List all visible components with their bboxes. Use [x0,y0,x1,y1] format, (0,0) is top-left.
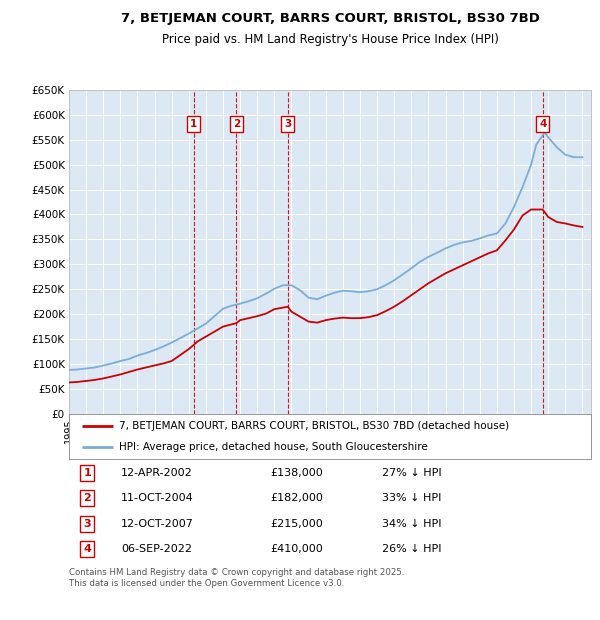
Text: 12-APR-2002: 12-APR-2002 [121,468,193,478]
Text: 26% ↓ HPI: 26% ↓ HPI [382,544,442,554]
Text: 12-OCT-2007: 12-OCT-2007 [121,518,194,529]
Text: 33% ↓ HPI: 33% ↓ HPI [382,494,442,503]
Text: Contains HM Land Registry data © Crown copyright and database right 2025.
This d: Contains HM Land Registry data © Crown c… [69,569,404,588]
Text: 4: 4 [539,119,547,129]
Text: £138,000: £138,000 [270,468,323,478]
Text: 7, BETJEMAN COURT, BARRS COURT, BRISTOL, BS30 7BD: 7, BETJEMAN COURT, BARRS COURT, BRISTOL,… [121,12,539,25]
Text: 27% ↓ HPI: 27% ↓ HPI [382,468,442,478]
Text: 3: 3 [284,119,292,129]
Text: 1: 1 [190,119,197,129]
Text: 1: 1 [83,468,91,478]
Text: £215,000: £215,000 [270,518,323,529]
Text: 34% ↓ HPI: 34% ↓ HPI [382,518,442,529]
Text: 2: 2 [233,119,240,129]
Text: £182,000: £182,000 [270,494,323,503]
Text: 4: 4 [83,544,91,554]
Text: 11-OCT-2004: 11-OCT-2004 [121,494,194,503]
Text: £410,000: £410,000 [270,544,323,554]
Text: 2: 2 [83,494,91,503]
Text: Price paid vs. HM Land Registry's House Price Index (HPI): Price paid vs. HM Land Registry's House … [161,33,499,46]
Text: HPI: Average price, detached house, South Gloucestershire: HPI: Average price, detached house, Sout… [119,441,427,452]
Text: 7, BETJEMAN COURT, BARRS COURT, BRISTOL, BS30 7BD (detached house): 7, BETJEMAN COURT, BARRS COURT, BRISTOL,… [119,421,509,431]
Text: 06-SEP-2022: 06-SEP-2022 [121,544,192,554]
Text: 3: 3 [83,518,91,529]
